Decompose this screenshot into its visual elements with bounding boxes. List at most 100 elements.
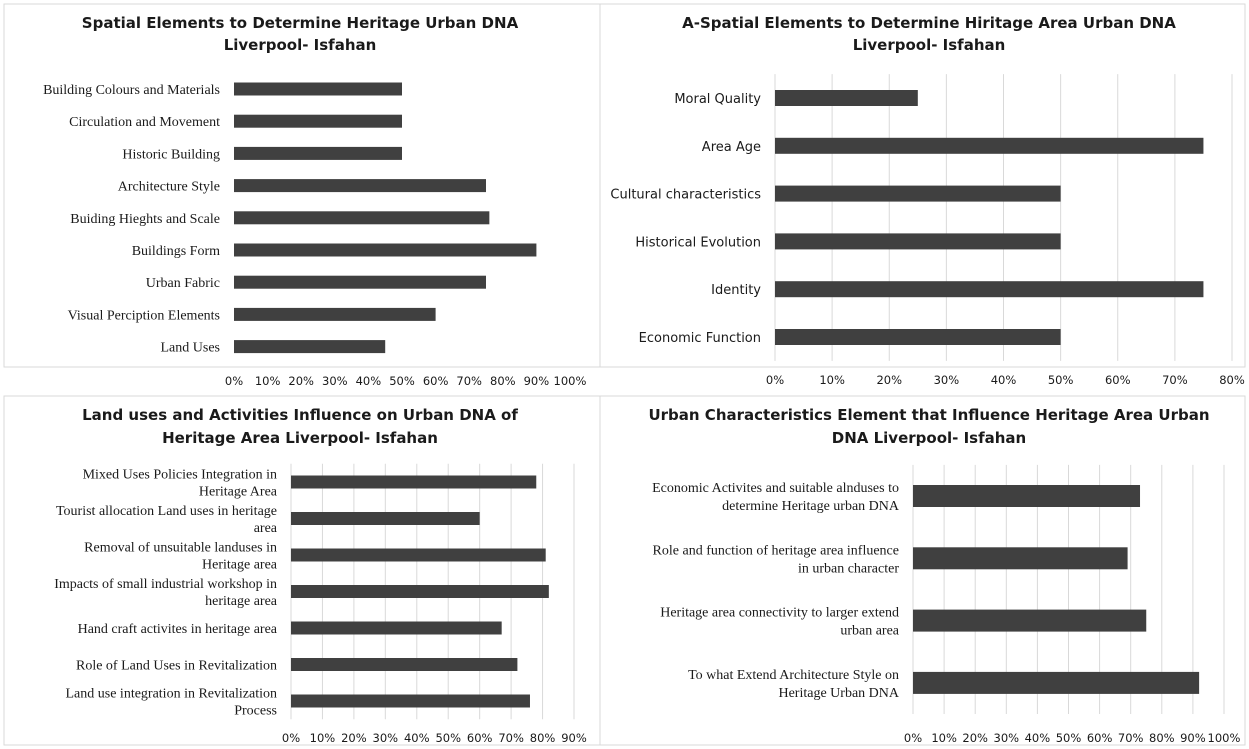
x-tick-label: 50% [1048,373,1074,387]
x-tick-label: 0% [766,373,784,387]
category-label: determine Heritage urban DNA [722,499,900,514]
x-tick-label: 30% [373,731,399,745]
chart-panel-border [599,3,1246,368]
bar [234,82,402,96]
category-label: urban area [840,624,899,639]
bar [234,114,402,128]
x-tick-label: 10% [819,373,845,387]
bar [291,658,518,671]
bar [234,179,486,193]
category-label: Buildings Form [132,244,220,259]
x-tick-label: 70% [456,374,482,388]
x-tick-label: 50% [389,374,415,388]
chart-title-line: Land uses and Activities Influence on Ur… [82,406,518,424]
x-tick-label: 70% [1162,373,1188,387]
category-label: Buiding Hieghts and Scale [70,212,220,227]
x-tick-label: 80% [1219,373,1245,387]
category-label: Building Colours and Materials [43,83,220,98]
x-tick-label: 40% [991,373,1017,387]
x-tick-label: 30% [322,374,348,388]
bar [775,137,1204,154]
chart-title-line: Liverpool- Isfahan [853,36,1006,54]
x-tick-label: 90% [561,731,587,745]
category-label: Impacts of small industrial workshop in [54,577,277,592]
bar [234,146,402,160]
bar [913,485,1141,507]
x-tick-label: 30% [994,731,1020,745]
bar [775,329,1061,345]
chart-land-uses-activities: Land uses and Activities Influence on Ur… [3,395,601,746]
x-tick-label: 10% [931,731,957,745]
bar [775,233,1061,250]
bar [234,275,486,289]
x-tick-label: 10% [310,731,336,745]
bar [775,90,918,106]
x-tick-label: 0% [282,731,300,745]
x-tick-label: 50% [1056,731,1082,745]
chart-title-line: Liverpool- Isfahan [224,36,377,54]
category-label: Circulation and Movement [69,115,220,130]
chart-title-line: A-Spatial Elements to Determine Hiritage… [682,14,1176,32]
bar [234,243,537,257]
category-label: Economic Activites and suitable alnduses… [652,481,899,496]
bar [913,671,1200,694]
category-label: Heritage area connectivity to larger ext… [660,606,899,621]
x-tick-label: 0% [904,731,922,745]
bar [234,307,436,321]
chart-title-line: Urban Characteristics Element that Influ… [648,406,1209,424]
x-tick-label: 40% [1025,731,1051,745]
category-label: Land Uses [161,341,221,356]
bar [234,211,490,225]
category-label: Removal of unsuitable landuses in [84,541,277,556]
category-label: Land use integration in Revitalization [66,687,278,702]
x-tick-label: 60% [1087,731,1113,745]
category-label: area [254,521,278,536]
bar [291,512,480,525]
x-tick-label: 60% [1105,373,1131,387]
x-tick-label: 60% [423,374,449,388]
category-label: Heritage Urban DNA [778,686,899,701]
category-label: To what Extend Architecture Style on [688,668,899,683]
bar [913,609,1147,632]
bar [291,694,530,708]
chart-a-spatial-elements: A-Spatial Elements to Determine Hiritage… [599,3,1246,387]
x-tick-label: 90% [1180,731,1206,745]
category-label: Role and function of heritage area influ… [653,543,899,558]
chart-spatial-elements: Spatial Elements to Determine Heritage U… [3,3,601,388]
category-label: Architecture Style [118,180,220,195]
x-tick-label: 80% [530,731,556,745]
category-label: in urban character [798,561,899,576]
x-tick-label: 0% [225,374,243,388]
x-tick-label: 40% [356,374,382,388]
category-label: Area Age [702,140,761,155]
bar [291,585,549,598]
x-tick-label: 90% [524,374,550,388]
category-label: Economic Function [639,331,761,346]
bar [913,547,1128,570]
bar [291,475,537,489]
chart-title-line: Spatial Elements to Determine Heritage U… [82,14,519,32]
category-label: Moral Quality [674,92,761,107]
category-label: Cultural characteristics [610,188,761,203]
x-tick-label: 100% [1208,731,1241,745]
category-label: Heritage Area [199,485,278,500]
x-tick-label: 50% [435,731,461,745]
x-tick-label: 20% [876,373,902,387]
bar [291,621,502,635]
category-label: Hand craft activites in heritage area [78,622,278,637]
x-tick-label: 20% [288,374,314,388]
category-label: Historical Evolution [635,235,761,250]
chart-title-line: DNA Liverpool- Isfahan [832,429,1026,447]
category-label: Tourist allocation Land uses in heritage [56,504,277,519]
x-tick-label: 20% [341,731,367,745]
category-label: Identity [711,283,761,298]
category-label: Historic Building [122,147,220,162]
bar [234,340,386,354]
x-tick-label: 20% [962,731,988,745]
x-tick-label: 100% [554,374,587,388]
x-tick-label: 60% [467,731,493,745]
category-label: Role of Land Uses in Revitalization [76,659,277,674]
x-tick-label: 30% [934,373,960,387]
x-tick-label: 80% [1149,731,1175,745]
x-tick-label: 40% [404,731,430,745]
